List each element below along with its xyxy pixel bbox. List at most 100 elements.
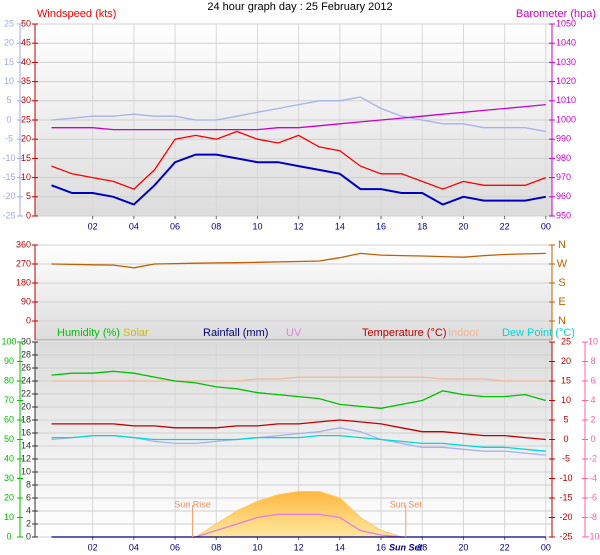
y-tick-label: 18 <box>21 414 31 424</box>
x-tick-label: 10 <box>252 542 262 552</box>
y-tick-label: 1010 <box>556 95 576 105</box>
y-tick-label: 50 <box>21 18 31 28</box>
x-tick-label: 18 <box>417 542 427 552</box>
y-tick-label: 15 <box>561 375 571 385</box>
y-tick-label: -15 <box>559 492 572 502</box>
y-tick-label: 100 <box>1 336 16 346</box>
y-tick-label: -10 <box>586 531 599 541</box>
legend-entry: Rainfall (mm) <box>203 327 268 339</box>
x-tick-label: 08 <box>211 542 221 552</box>
x-tick-label: 08 <box>211 221 221 231</box>
y-tick-label: 10 <box>4 512 14 522</box>
y-tick-label: 12 <box>21 453 31 463</box>
x-tick-label: 10 <box>252 221 262 231</box>
y-tick-label: 10 <box>21 172 31 182</box>
y-tick-label: 20 <box>21 134 31 144</box>
y-tick-label: 2 <box>26 518 31 528</box>
x-annotation: Sun Set <box>389 542 424 552</box>
y-tick-label: 6 <box>26 492 31 502</box>
y-tick-label: 4 <box>590 395 595 405</box>
y-tick-label: W <box>557 258 568 270</box>
y-tick-label: 0 <box>6 531 11 541</box>
y-tick-label: 20 <box>561 356 571 366</box>
y-tick-label: 8 <box>590 356 595 366</box>
x-tick-label: 00 <box>541 221 551 231</box>
y-tick-label: 70 <box>4 395 14 405</box>
x-tick-label: 16 <box>376 221 386 231</box>
y-tick-label: 10 <box>561 395 571 405</box>
y-tick-label: 16 <box>21 427 31 437</box>
x-tick-label: 02 <box>88 221 98 231</box>
series-line <box>51 434 546 452</box>
y-tick-label: 26 <box>21 362 31 372</box>
y-tick-label: 25 <box>561 336 571 346</box>
x-tick-label: 06 <box>170 221 180 231</box>
y-tick-label: 180 <box>16 277 31 287</box>
y-tick-label: 6 <box>590 375 595 385</box>
y-tick-label: 45 <box>21 38 31 48</box>
y-tick-label: 90 <box>4 356 14 366</box>
x-tick-label: 22 <box>500 221 510 231</box>
y-tick-label: 0 <box>26 315 31 325</box>
y-tick-label: -20 <box>559 512 572 522</box>
y-tick-label: 90 <box>21 296 31 306</box>
x-tick-label: 00 <box>541 542 551 552</box>
y-tick-label: 1050 <box>556 18 576 28</box>
y-tick-label: 30 <box>21 95 31 105</box>
legend-entry: Windspeed (kts) <box>37 8 116 20</box>
y-tick-label: 40 <box>4 453 14 463</box>
y-tick-label: 0 <box>26 210 31 220</box>
y-tick-label: 10 <box>4 76 14 86</box>
title: 24 hour graph day : 25 February 2012 <box>207 1 392 13</box>
y-tick-label: 950 <box>556 210 571 220</box>
y-tick-label: -8 <box>589 512 597 522</box>
x-tick-label: 20 <box>458 221 468 231</box>
series-line <box>51 419 546 441</box>
y-tick-label: 22 <box>21 388 31 398</box>
y-tick-label: -2 <box>589 453 597 463</box>
y-tick-label: 4 <box>26 505 31 515</box>
y-tick-label: 20 <box>4 38 14 48</box>
x-tick-label: 04 <box>129 542 139 552</box>
y-tick-label: 970 <box>556 172 571 182</box>
x-tick-label: 12 <box>294 221 304 231</box>
y-tick-label: -25 <box>559 531 572 541</box>
y-tick-label: 40 <box>21 57 31 67</box>
x-tick-label: 18 <box>417 221 427 231</box>
y-tick-label: 960 <box>556 191 571 201</box>
y-tick-label: N <box>558 315 566 327</box>
y-tick-label: -20 <box>2 191 15 201</box>
y-tick-label: 8 <box>26 479 31 489</box>
plot-area <box>34 244 553 341</box>
y-tick-label: 20 <box>4 492 14 502</box>
y-tick-label: 360 <box>16 239 31 249</box>
legend-entry: Barometer (hpa) <box>516 8 596 20</box>
y-tick-label: 5 <box>6 95 11 105</box>
series-line <box>51 252 546 269</box>
y-tick-label: 270 <box>16 258 31 268</box>
x-tick-label: 20 <box>458 542 468 552</box>
y-tick-label: 0 <box>26 531 31 541</box>
y-tick-label: 80 <box>4 375 14 385</box>
y-tick-label: 25 <box>4 18 14 28</box>
y-tick-label: 20 <box>21 401 31 411</box>
x-tick-label: 16 <box>376 542 386 552</box>
y-tick-label: -10 <box>559 473 572 483</box>
y-tick-label: 30 <box>4 473 14 483</box>
y-tick-label: 28 <box>21 349 31 359</box>
y-tick-label: -5 <box>562 453 570 463</box>
series-line <box>51 376 546 382</box>
y-tick-label: 30 <box>21 336 31 346</box>
legend-entry: Solar <box>123 327 149 339</box>
y-tick-label: 35 <box>21 76 31 86</box>
legend-entry: UV <box>286 327 302 339</box>
legend-entry: Dew Point (°C) <box>502 327 575 339</box>
x-tick-label: 02 <box>88 542 98 552</box>
x-tick-label: 12 <box>294 542 304 552</box>
y-tick-label: 1040 <box>556 38 576 48</box>
y-tick-label: 15 <box>21 153 31 163</box>
x-tick-label: 06 <box>170 542 180 552</box>
y-tick-label: N <box>558 239 566 251</box>
y-tick-label: 1020 <box>556 76 576 86</box>
y-tick-label: 24 <box>21 375 31 385</box>
